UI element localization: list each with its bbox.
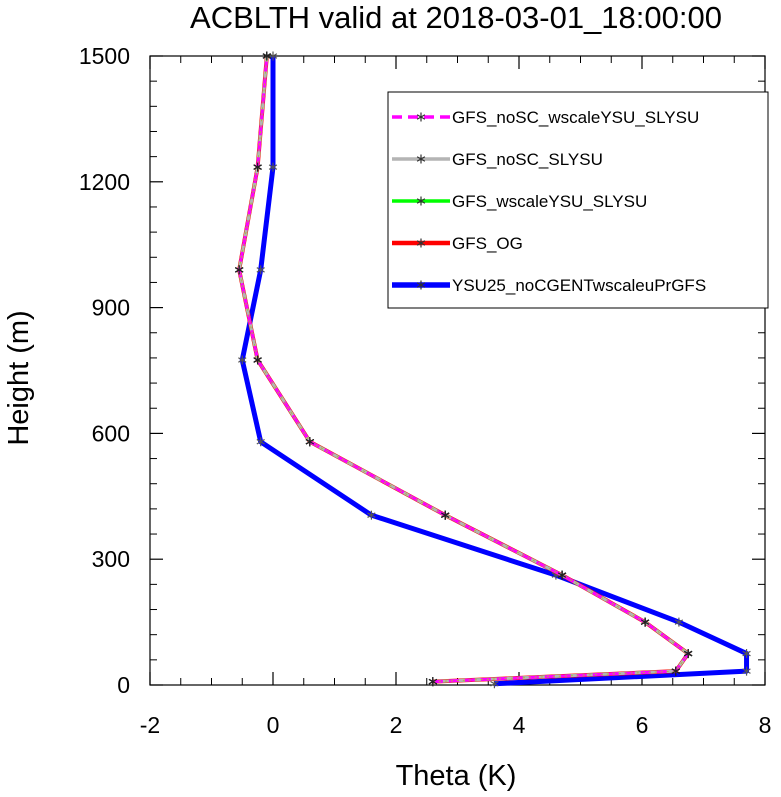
- x-tick-label: 2: [390, 712, 403, 738]
- legend-entry: GFS_OG: [392, 234, 523, 253]
- marker-stroke: [742, 668, 751, 674]
- marker-stroke: [256, 439, 265, 445]
- x-tick-label: 6: [636, 712, 649, 738]
- data-point: [256, 265, 265, 275]
- legend-label: GFS_OG: [452, 234, 523, 253]
- data-point: [305, 437, 315, 447]
- marker-stroke: [416, 282, 426, 288]
- legend-marker: [416, 196, 426, 206]
- legend-label: GFS_noSC_SLYSU: [452, 150, 603, 169]
- legend-marker: [416, 154, 426, 164]
- marker-stroke: [253, 357, 262, 363]
- data-point: [367, 510, 376, 520]
- legend-label: GFS_wscaleYSU_SLYSU: [452, 192, 647, 211]
- data-point: [262, 51, 272, 61]
- legend-label: GFS_noSC_wscaleYSU_SLYSU: [452, 108, 699, 127]
- marker-stroke: [268, 164, 278, 170]
- marker-stroke: [490, 680, 499, 687]
- data-point: [742, 666, 751, 676]
- marker-stroke: [262, 53, 272, 59]
- marker-stroke: [557, 572, 567, 578]
- marker-stroke: [253, 164, 262, 170]
- marker-stroke: [256, 267, 265, 273]
- y-tick-label: 900: [92, 295, 130, 321]
- y-tick-label: 600: [92, 420, 130, 446]
- y-tick-label: 300: [92, 546, 130, 572]
- marker-stroke: [234, 267, 244, 273]
- legend-entry: GFS_noSC_SLYSU: [392, 150, 603, 169]
- data-point: [268, 162, 278, 172]
- marker-stroke: [428, 678, 438, 685]
- data-point: [683, 649, 693, 659]
- legend: GFS_noSC_wscaleYSU_SLYSU GFS_noSC_SLYSU GF…: [387, 91, 769, 309]
- marker-stroke: [742, 650, 751, 657]
- x-tick-label: 0: [267, 712, 280, 738]
- y-tick-label: 1200: [79, 169, 130, 195]
- marker-stroke: [674, 619, 684, 625]
- data-point: [674, 617, 684, 627]
- legend-label: YSU25_noCGENTwscaleuPrGFS: [452, 276, 706, 295]
- y-tick-label: 0: [117, 672, 130, 698]
- marker-stroke: [416, 198, 426, 204]
- y-tick-label: 1500: [79, 43, 130, 69]
- data-point: [441, 510, 450, 520]
- marker-stroke: [367, 512, 376, 518]
- marker-stroke: [416, 240, 426, 246]
- marker-stroke: [671, 668, 681, 674]
- marker-stroke: [640, 619, 650, 625]
- legend-marker: [416, 112, 426, 122]
- data-point: [557, 570, 567, 580]
- data-point: [253, 162, 262, 172]
- legend-entry: YSU25_noCGENTwscaleuPrGFS: [392, 276, 706, 295]
- x-tick-label: -2: [140, 712, 160, 738]
- y-axis-label: Height (m): [3, 310, 35, 445]
- x-axis-label: Theta (K): [396, 760, 517, 792]
- marker-stroke: [416, 114, 426, 120]
- legend-entry: GFS_noSC_wscaleYSU_SLYSU: [392, 108, 699, 127]
- data-point: [742, 649, 751, 659]
- marker-stroke: [305, 439, 315, 445]
- marker-stroke: [238, 357, 247, 363]
- legend-box: [387, 91, 769, 309]
- data-point: [640, 617, 650, 627]
- legend-marker: [416, 238, 426, 248]
- legend-entry: GFS_wscaleYSU_SLYSU: [392, 192, 647, 211]
- data-point: [238, 355, 247, 365]
- series-layer: [234, 51, 751, 689]
- chart-title: ACBLTH valid at 2018-03-01_18:00:00: [190, 0, 722, 35]
- data-point: [671, 666, 681, 676]
- data-point: [428, 677, 438, 687]
- data-point: [234, 265, 244, 275]
- data-point: [256, 437, 265, 447]
- x-tick-label: 4: [513, 712, 526, 738]
- marker-stroke: [683, 650, 693, 657]
- x-tick-label: 8: [759, 712, 772, 738]
- marker-stroke: [416, 156, 426, 162]
- data-point: [253, 355, 262, 365]
- legend-marker: [416, 280, 426, 290]
- series-0: [234, 51, 693, 687]
- marker-stroke: [441, 512, 450, 518]
